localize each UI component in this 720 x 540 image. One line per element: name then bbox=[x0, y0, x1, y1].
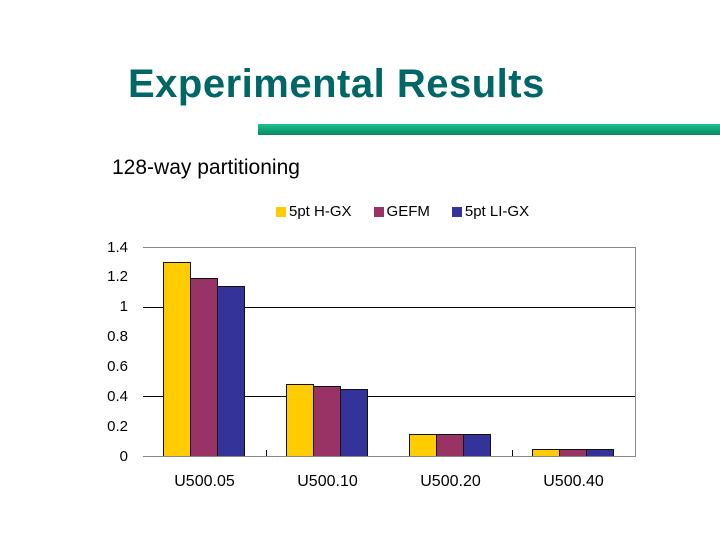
title-underline-bar bbox=[258, 124, 720, 135]
bar-U500.10-5pt-H-GX bbox=[286, 384, 314, 456]
legend-item-gefm: GEFM bbox=[373, 203, 430, 220]
bar-U500.05-5pt-LI-GX bbox=[217, 286, 245, 456]
bar-U500.40-5pt-H-GX bbox=[532, 449, 560, 456]
bar-U500.20-GEFM bbox=[436, 434, 464, 456]
y-tick-label: 0 bbox=[119, 448, 128, 465]
legend-swatch-icon bbox=[451, 206, 462, 217]
y-tick-label: 0.2 bbox=[107, 418, 128, 435]
legend-swatch-icon bbox=[373, 206, 384, 217]
bar-U500.40-GEFM bbox=[559, 449, 587, 456]
bar-U500.20-5pt-H-GX bbox=[409, 434, 437, 456]
slide-subtitle: 128-way partitioning bbox=[112, 156, 300, 179]
y-tick-label: 1.2 bbox=[107, 268, 128, 285]
bar-U500.10-GEFM bbox=[313, 386, 341, 456]
y-tick-label: 1 bbox=[119, 298, 128, 315]
x-tick-label: U500.10 bbox=[297, 473, 358, 490]
y-tick-label: 0.8 bbox=[107, 328, 128, 345]
slide-title: Experimental Results bbox=[128, 62, 545, 106]
x-tick-label: U500.40 bbox=[543, 473, 604, 490]
bar-U500.05-GEFM bbox=[190, 278, 218, 456]
gridline bbox=[143, 307, 635, 308]
bar-U500.05-5pt-H-GX bbox=[163, 262, 191, 456]
bar-U500.20-5pt-LI-GX bbox=[463, 434, 491, 456]
gridline bbox=[143, 396, 635, 397]
x-axis-line bbox=[143, 456, 636, 457]
bar-U500.10-5pt-LI-GX bbox=[340, 389, 368, 456]
x-tick-mark bbox=[512, 450, 513, 456]
y-tick-label: 0.6 bbox=[107, 358, 128, 375]
x-tick-label: U500.20 bbox=[420, 473, 481, 490]
legend-swatch-icon bbox=[276, 206, 286, 217]
legend-label: 5pt LI-GX bbox=[464, 203, 530, 220]
y-tick-label: 0.4 bbox=[107, 388, 128, 405]
y-tick-label: 1.4 bbox=[107, 239, 128, 256]
x-tick-label: U500.05 bbox=[174, 473, 235, 490]
x-tick-mark bbox=[266, 450, 267, 456]
legend-item-5pt-h-gx: 5pt H-GX bbox=[276, 203, 352, 220]
chart-legend: 5pt H-GX GEFM 5pt LI-GX bbox=[276, 203, 529, 220]
bar-U500.40-5pt-LI-GX bbox=[586, 449, 614, 456]
legend-label: GEFM bbox=[386, 203, 430, 220]
plot-area bbox=[143, 247, 636, 457]
legend-label: 5pt H-GX bbox=[289, 203, 352, 220]
legend-item-5pt-li-gx: 5pt LI-GX bbox=[451, 203, 530, 220]
